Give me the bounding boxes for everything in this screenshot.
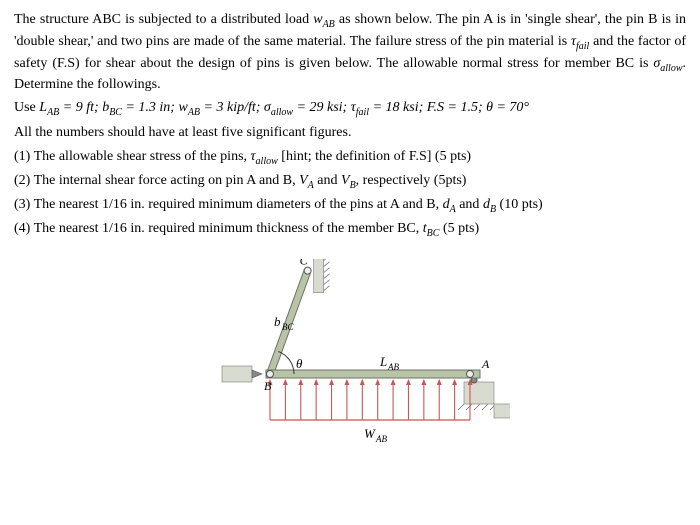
tfail-val: = 18 ksi; F.S = 1.5; θ = 70° <box>369 100 529 115</box>
q4-num: (4) <box>14 221 34 236</box>
figure-container: bBCθBCALABWAB <box>14 259 686 469</box>
lab-val: = 9 ft; <box>59 100 102 115</box>
svg-text:C: C <box>300 259 309 268</box>
svg-text:θ: θ <box>296 356 303 371</box>
wab-sub2: AB <box>188 107 200 118</box>
problem-intro: The structure ABC is subjected to a dist… <box>14 10 686 95</box>
q1-hint: [hint; the definition of F.S] (5 pts) <box>278 149 471 164</box>
bbc-sub: BC <box>109 107 122 118</box>
intro-text-1: The structure ABC is subjected to a dist… <box>14 12 313 27</box>
q2-vb: V <box>341 173 350 188</box>
structure-diagram: bBCθBCALABWAB <box>190 259 510 469</box>
q4-end: (5 pts) <box>439 221 479 236</box>
tfail-sub: fail <box>576 41 589 52</box>
sallow-sym2: σ <box>264 100 271 115</box>
question-1: (1) The allowable shear stress of the pi… <box>14 147 686 169</box>
q2-text: The internal shear force acting on pin A… <box>34 173 300 188</box>
svg-text:BC: BC <box>282 322 294 332</box>
lab-sub: AB <box>47 107 59 118</box>
sallow-sub: allow <box>660 62 682 73</box>
q1-text: The allowable shear stress of the pins, <box>34 149 251 164</box>
lab-sym: L <box>39 100 47 115</box>
svg-text:A: A <box>481 357 490 371</box>
q2-and: and <box>314 173 341 188</box>
tfail-sub2: fail <box>356 107 369 118</box>
sallow-sub2: allow <box>271 107 293 118</box>
svg-text:AB: AB <box>375 434 387 444</box>
wab-val: = 3 kip/ft; <box>200 100 264 115</box>
q1-tau-sub: allow <box>256 156 278 167</box>
q2-num: (2) <box>14 173 34 188</box>
q3-da: d <box>443 197 450 212</box>
question-2: (2) The internal shear force acting on p… <box>14 171 686 193</box>
q3-num: (3) <box>14 197 34 212</box>
given-prefix: Use <box>14 100 39 115</box>
bbc-val: = 1.3 in; <box>122 100 179 115</box>
question-3: (3) The nearest 1/16 in. required minimu… <box>14 195 686 217</box>
wab-symbol: w <box>313 12 322 27</box>
question-4: (4) The nearest 1/16 in. required minimu… <box>14 219 686 241</box>
wab-sym2: w <box>178 100 187 115</box>
svg-text:L: L <box>379 354 387 369</box>
q2-va: V <box>299 173 308 188</box>
sig-figs-note: All the numbers should have at least fiv… <box>14 123 686 143</box>
svg-text:B: B <box>264 379 272 393</box>
q2-end: , respectively (5pts) <box>356 173 467 188</box>
q3-text: The nearest 1/16 in. required minimum di… <box>34 197 443 212</box>
q3-db: d <box>483 197 490 212</box>
q4-text: The nearest 1/16 in. required minimum th… <box>34 221 423 236</box>
q4-tbc-sub: BC <box>427 228 440 239</box>
wab-sub: AB <box>323 19 335 30</box>
sallow-val: = 29 ksi; <box>293 100 351 115</box>
q1-num: (1) <box>14 149 34 164</box>
q3-end: (10 pts) <box>496 197 543 212</box>
svg-text:b: b <box>274 314 281 329</box>
given-values: Use LAB = 9 ft; bBC = 1.3 in; wAB = 3 ki… <box>14 98 686 120</box>
svg-text:W: W <box>364 426 376 441</box>
svg-text:AB: AB <box>387 362 399 372</box>
q3-and: and <box>456 197 483 212</box>
